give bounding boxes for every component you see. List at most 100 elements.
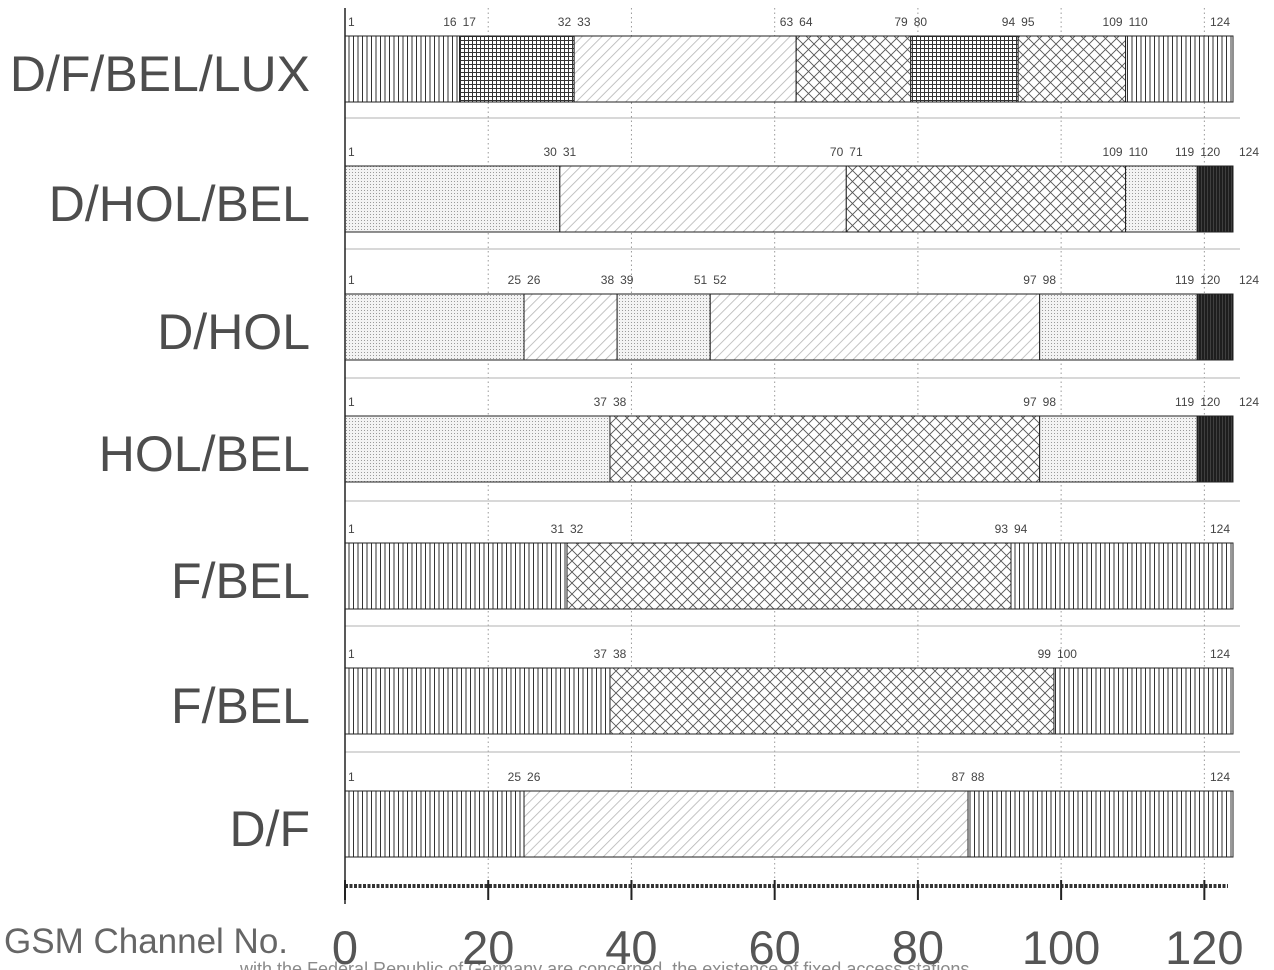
bar-segment [523,790,969,858]
gridlines [345,8,1240,886]
bar-segment [559,165,847,233]
bar-segment [709,293,1041,361]
segment-start-label: 38 [613,647,627,661]
row-label: F/BEL [171,553,310,609]
segment-end-label: 70 [830,145,844,159]
segment-start-label: 98 [1043,273,1057,287]
segment-end-label: 124 [1239,145,1259,159]
segment-end-label: 38 [601,273,615,287]
bar-segment [845,165,1127,233]
channel-row: F/BEL 1 37 38 99 100 124 [171,647,1234,735]
segment-start-label: 1 [348,395,355,409]
row-label: F/BEL [171,678,310,734]
segment-start-label: 110 [1129,145,1148,159]
segment-start-label: 95 [1021,15,1035,29]
bar-segment [1017,35,1127,103]
segment-start-label: 1 [348,522,355,536]
segment-end-label: 25 [508,770,522,784]
bar-segment [1125,165,1198,233]
segment-end-label: 97 [1023,273,1037,287]
segment-end-label: 94 [1002,15,1016,29]
x-axis-title: GSM Channel No. [4,922,288,961]
x-tick-label: 120 [1165,921,1243,970]
segment-end-label: 124 [1239,273,1259,287]
bar-segment [573,35,797,103]
segment-start-label: 120 [1200,145,1220,159]
segment-end-label: 124 [1239,395,1259,409]
x-tick-label: 40 [605,921,657,970]
x-tick-label: 60 [749,921,801,970]
cut-off-caption-text: with the Federal Republic of Germany are… [240,957,1240,970]
caption-fragment: with the Federal Republic of Germany are… [240,959,970,970]
channel-row: D/F/BEL/LUX 1 16 17 32 33 63 64 79 80 94 95 109 110 12… [10,15,1234,103]
segment-start-label: 38 [613,395,627,409]
segment-start-label: 1 [348,273,355,287]
x-tick-label: 100 [1022,921,1100,970]
segment-start-label: 120 [1200,273,1220,287]
segment-start-label: 80 [914,15,928,29]
segment-start-label: 1 [348,15,355,29]
segment-start-label: 17 [463,15,477,29]
segment-start-label: 31 [563,145,577,159]
segment-end-label: 37 [594,647,608,661]
segment-end-label: 51 [694,273,708,287]
channel-row: HOL/BEL 1 37 38 97 98 119 120 124 [99,395,1259,483]
x-tick-label: 80 [892,921,944,970]
bar-segment [609,667,1055,735]
segment-start-label: 1 [348,145,355,159]
segment-start-label: 39 [620,273,634,287]
segment-end-label: 79 [894,15,908,29]
bar-segment [616,293,711,361]
segment-end-label: 32 [558,15,572,29]
segment-start-label: 1 [348,770,355,784]
row-label: D/F/BEL/LUX [10,46,310,102]
segment-start-label: 33 [577,15,591,29]
segment-end-label: 109 [1103,15,1123,29]
bar-segment [1039,293,1198,361]
bar-segment [795,35,912,103]
bar-segment [1039,415,1198,483]
row-label: D/HOL/BEL [49,176,310,232]
segment-end-label: 124 [1210,522,1230,536]
segment-end-label: 124 [1210,647,1230,661]
bar-segment [566,542,1012,610]
segment-start-label: 64 [799,15,813,29]
segment-end-label: 16 [443,15,457,29]
segment-start-label: 32 [570,522,584,536]
segment-end-label: 97 [1023,395,1037,409]
segment-end-label: 93 [995,522,1009,536]
segment-start-label: 26 [527,770,541,784]
segment-end-label: 37 [594,395,608,409]
segment-end-label: 124 [1210,15,1230,29]
bar-segment [344,790,525,858]
segment-end-label: 119 [1175,395,1194,409]
bar-segment [344,667,611,735]
segment-end-label: 63 [780,15,794,29]
bar-segment [344,165,561,233]
channel-row: F/BEL 1 31 32 93 94 124 [171,522,1234,610]
segment-start-label: 26 [527,273,541,287]
x-axis: 0 20 40 60 80 100 120 GSM Channel No. [4,8,1244,970]
segment-end-label: 31 [551,522,565,536]
bar-segment [1125,35,1234,103]
segment-start-label: 52 [713,273,727,287]
bar-segment [1053,667,1234,735]
row-label: D/HOL [157,304,310,360]
bar-segment [967,790,1234,858]
channel-row: D/F 1 25 26 87 88 124 [229,770,1234,858]
channel-row: D/HOL 1 25 26 38 39 51 52 97 98 119 120 124 [157,273,1259,361]
segment-end-label: 99 [1038,647,1052,661]
bar-segment [1010,542,1234,610]
segment-start-label: 94 [1014,522,1028,536]
segment-start-label: 98 [1043,395,1057,409]
bar-segment [344,35,461,103]
channel-row: D/HOL/BEL 1 30 31 70 71 109 110 119 120 124 [49,145,1259,233]
segment-start-label: 88 [971,770,985,784]
x-tick-label: 20 [462,921,514,970]
row-label: D/F [229,801,310,857]
bar-segment [459,35,575,103]
bar-segment [344,293,525,361]
bar-segment [1196,415,1234,483]
